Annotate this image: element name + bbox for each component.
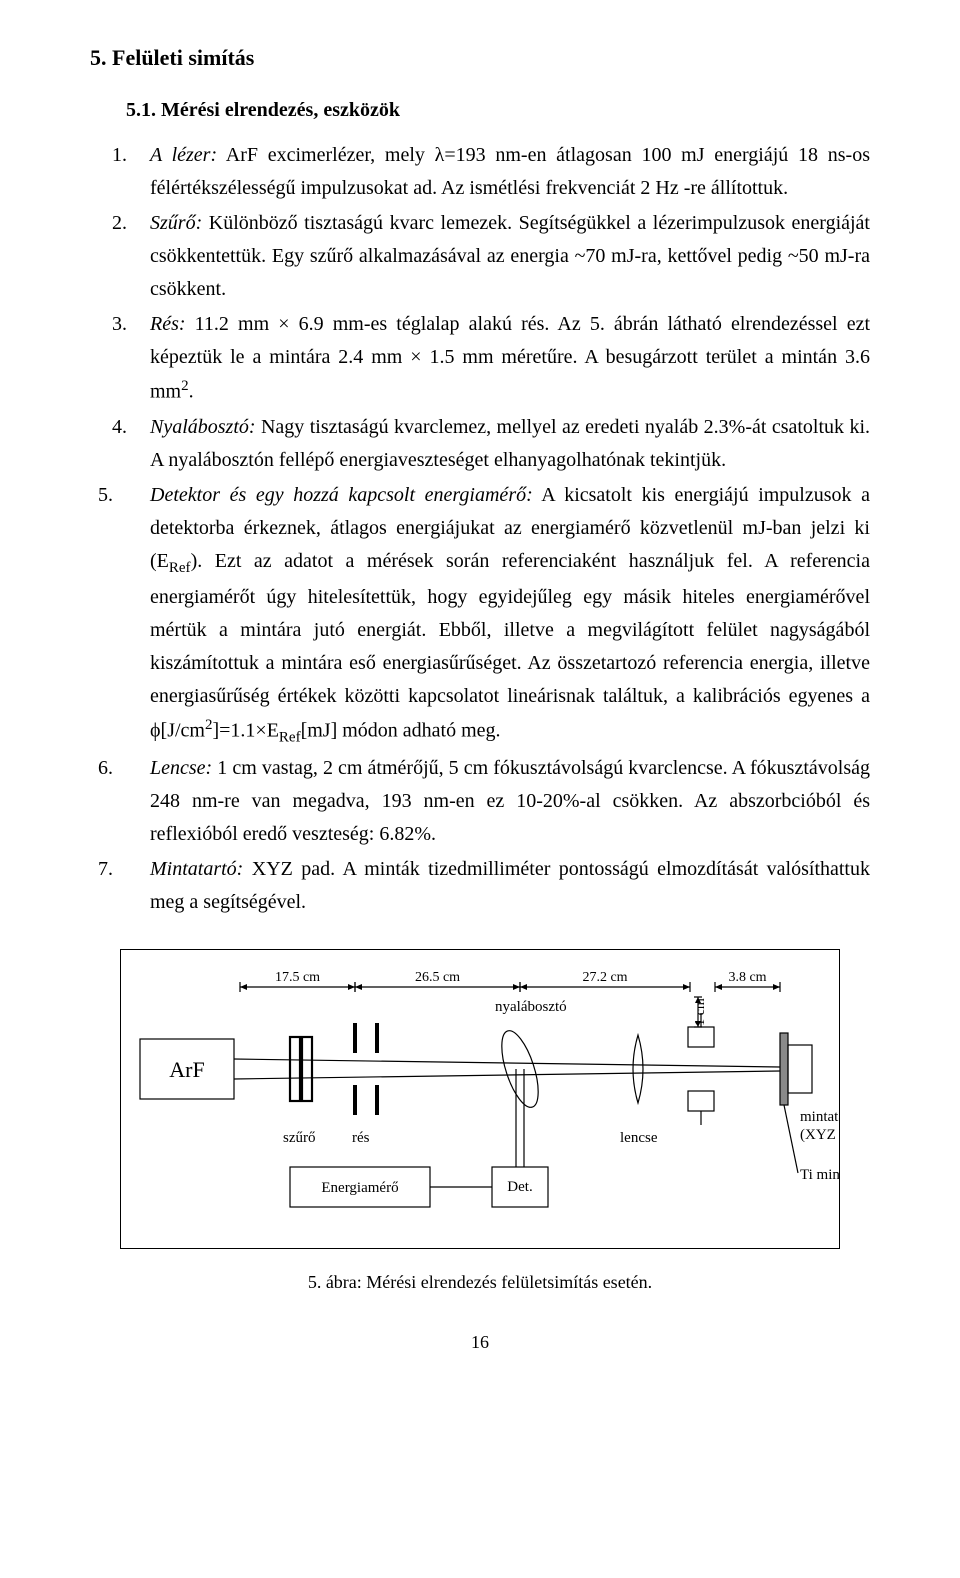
svg-text:mintatartó: mintatartó — [800, 1109, 840, 1125]
list-item: 1. A lézer: ArF excimerlézer, mely λ=193… — [126, 139, 870, 205]
figure-caption: 5. ábra: Mérési elrendezés felületsimítá… — [90, 1268, 870, 1298]
list-item: 7. Mintatartó: XYZ pad. A minták tizedmi… — [126, 853, 870, 919]
item-number: 2. — [112, 207, 127, 240]
svg-text:Ti minta: Ti minta — [800, 1167, 840, 1183]
item-number: 3. — [112, 308, 127, 341]
item-lead: Lencse: — [150, 757, 212, 779]
item-body: 11.2 mm × 6.9 mm-es téglalap alakú rés. … — [150, 313, 870, 403]
svg-text:3.8 cm: 3.8 cm — [728, 970, 766, 985]
setup-diagram: 17.5 cm26.5 cm27.2 cm3.8 cm1 cmArFszűrőr… — [120, 949, 840, 1249]
item-lead: Rés: — [150, 313, 186, 335]
item-body: Különböző tisztaságú kvarc lemezek. Segí… — [150, 212, 870, 300]
item-body: [mJ] módon adható meg. — [301, 719, 501, 741]
svg-text:26.5 cm: 26.5 cm — [415, 970, 460, 985]
item-body: ]=1.1×E — [212, 719, 278, 741]
item-number: 4. — [112, 411, 127, 444]
svg-text:27.2 cm: 27.2 cm — [582, 970, 627, 985]
equipment-list: 1. A lézer: ArF excimerlézer, mely λ=193… — [126, 139, 870, 919]
list-item: 4. Nyalábosztó: Nagy tisztaságú kvarclem… — [126, 411, 870, 477]
subscript: Ref — [279, 729, 301, 745]
svg-text:szűrő: szűrő — [283, 1130, 316, 1146]
svg-text:rés: rés — [352, 1130, 370, 1146]
subsection-heading: 5.1. Mérési elrendezés, eszközök — [90, 94, 870, 127]
svg-text:(XYZ Pad): (XYZ Pad) — [800, 1127, 840, 1143]
list-item: 5. Detektor és egy hozzá kapcsolt energi… — [126, 479, 870, 750]
svg-text:ArF: ArF — [169, 1057, 204, 1082]
subscript: Ref — [169, 560, 191, 576]
item-body: XYZ pad. A minták tizedmilliméter pontos… — [150, 858, 870, 913]
item-lead: A lézer: — [150, 144, 217, 166]
item-body: ). Ezt az adatot a mérések során referen… — [150, 550, 870, 741]
item-number: 7. — [98, 853, 113, 886]
svg-text:17.5 cm: 17.5 cm — [275, 970, 320, 985]
item-body: Nagy tisztaságú kvarclemez, mellyel az e… — [150, 416, 870, 471]
item-number: 5. — [98, 479, 113, 512]
svg-text:Det.: Det. — [507, 1179, 532, 1195]
svg-text:Energiamérő: Energiamérő — [321, 1180, 398, 1196]
item-body: . — [189, 381, 194, 403]
section-heading: 5. Felületi simítás — [90, 40, 870, 76]
page-number: 16 — [90, 1328, 870, 1358]
item-lead: Mintatartó: — [150, 858, 243, 880]
list-item: 2. Szűrő: Különböző tisztaságú kvarc lem… — [126, 207, 870, 306]
diagram-container: 17.5 cm26.5 cm27.2 cm3.8 cm1 cmArFszűrőr… — [90, 949, 870, 1298]
item-number: 6. — [98, 752, 113, 785]
svg-text:lencse: lencse — [620, 1130, 658, 1146]
item-number: 1. — [112, 139, 127, 172]
item-lead: Detektor és egy hozzá kapcsolt energiamé… — [150, 484, 533, 506]
item-body: 1 cm vastag, 2 cm átmérőjű, 5 cm fókuszt… — [150, 757, 870, 845]
item-body: ArF excimerlézer, mely λ=193 nm-en átlag… — [150, 144, 870, 199]
list-item: 3. Rés: 11.2 mm × 6.9 mm-es téglalap ala… — [126, 308, 870, 409]
item-lead: Nyalábosztó: — [150, 416, 256, 438]
superscript: 2 — [181, 378, 189, 394]
item-lead: Szűrő: — [150, 212, 202, 234]
svg-text:nyalábosztó: nyalábosztó — [495, 999, 567, 1015]
list-item: 6. Lencse: 1 cm vastag, 2 cm átmérőjű, 5… — [126, 752, 870, 851]
